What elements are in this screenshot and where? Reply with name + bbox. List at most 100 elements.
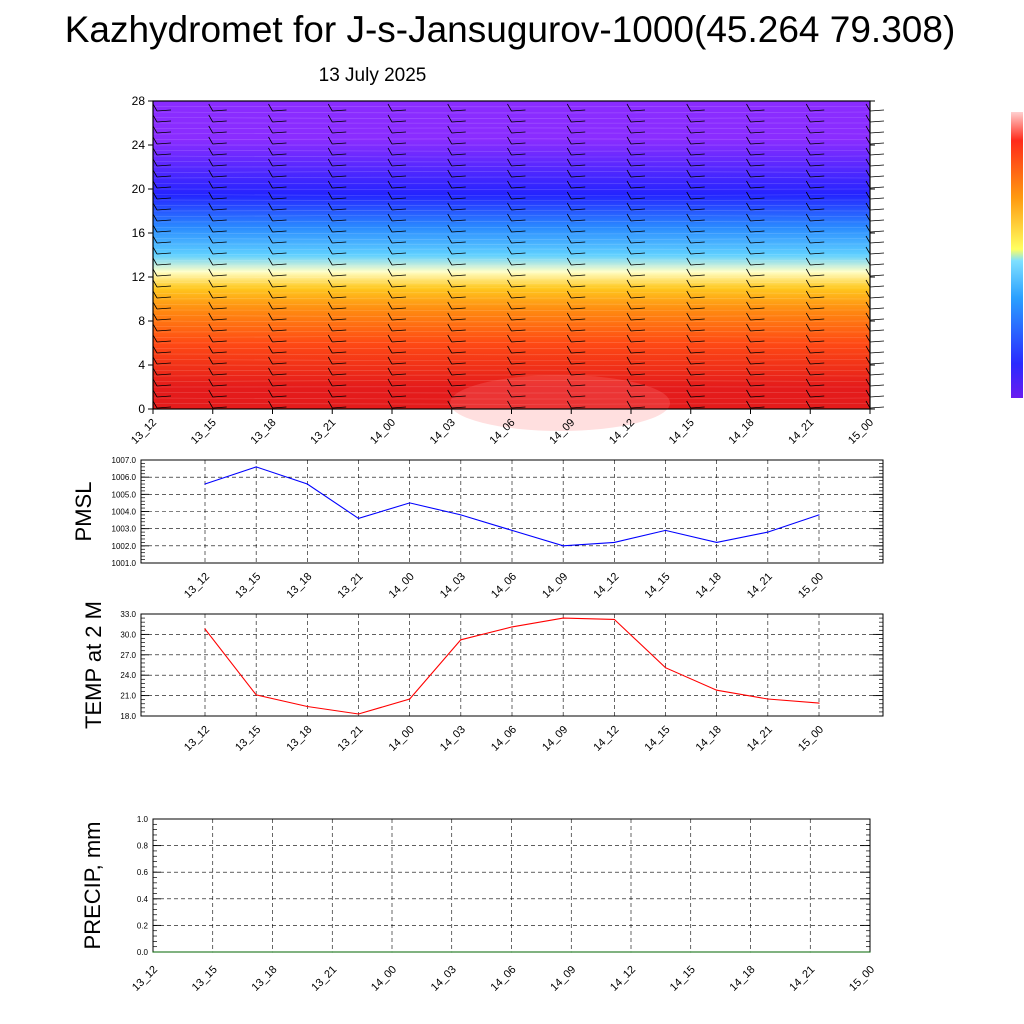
wind-barb — [447, 125, 466, 134]
wind-barb — [626, 290, 646, 299]
wind-barb — [268, 312, 287, 321]
y-tick-label: 21.0 — [120, 692, 136, 701]
wind-barb — [447, 202, 466, 211]
wind-barb — [805, 224, 825, 233]
wind-barb — [268, 114, 287, 123]
wind-barb — [805, 400, 825, 409]
wind-barb — [746, 356, 765, 365]
contour-line — [152, 282, 871, 284]
x-tick-label: 13_18 — [250, 964, 280, 994]
wind-barb — [507, 268, 526, 277]
data-point — [664, 667, 667, 669]
wind-barb — [387, 356, 407, 365]
data-point — [562, 617, 564, 619]
wind-barb — [626, 323, 646, 332]
wind-barb — [327, 334, 347, 343]
wind-barb — [447, 246, 466, 255]
wind-barb — [805, 389, 825, 398]
wind-barb — [626, 224, 646, 233]
wind-barb — [626, 345, 646, 354]
wind-barb — [626, 268, 646, 277]
wind-barb — [746, 114, 765, 123]
wind-barb — [566, 301, 586, 310]
wind-barb — [327, 290, 347, 299]
wind-barb — [268, 290, 287, 299]
wind-barb — [447, 136, 466, 145]
data-point — [767, 698, 769, 700]
wind-barb — [387, 169, 407, 178]
data-point — [809, 951, 811, 953]
wind-barb — [865, 257, 885, 266]
x-tick-label: 14_09 — [548, 964, 578, 994]
temperature-contour-panel: 0 4 8 12 16 20 24 28 13_12 13_15 13_18 13_21 14_00 14… — [129, 94, 885, 447]
wind-barb — [268, 378, 287, 387]
wind-barb — [507, 279, 526, 288]
wind-barb — [208, 114, 227, 123]
wind-barb — [152, 180, 172, 189]
y-tick-label: 0.8 — [137, 842, 149, 851]
wind-barb — [152, 378, 172, 387]
wind-barb — [686, 180, 705, 189]
wind-barb — [746, 169, 765, 178]
wind-barb — [686, 301, 705, 310]
wind-barb — [746, 257, 765, 266]
wind-barb — [447, 400, 466, 409]
wind-barb — [268, 334, 287, 343]
wind-barb — [327, 158, 347, 167]
wind-barb — [152, 290, 172, 299]
wind-barb — [327, 180, 347, 189]
wind-barb — [865, 400, 885, 409]
wind-barb — [566, 114, 586, 123]
wind-barb — [746, 147, 765, 156]
wind-barb — [746, 301, 765, 310]
wind-barb — [387, 103, 407, 112]
wind-barb — [566, 367, 586, 376]
wind-barb — [152, 367, 172, 376]
wind-barb — [208, 400, 227, 409]
wind-barb — [865, 312, 885, 321]
wind-barb — [507, 224, 526, 233]
y-tick-label: 1001.0 — [112, 559, 137, 568]
contour-line — [152, 331, 871, 333]
contour-line — [152, 336, 871, 338]
wind-barb — [626, 114, 646, 123]
x-tick-label: 14_21 — [786, 417, 816, 447]
wind-barb — [507, 169, 526, 178]
wind-barb — [208, 323, 227, 332]
data-point — [306, 483, 308, 485]
wind-barb — [327, 378, 347, 387]
wind-barb — [507, 136, 526, 145]
wind-barb — [746, 378, 765, 387]
wind-barb — [327, 125, 347, 134]
wind-barb — [152, 301, 172, 310]
contour-line — [152, 403, 871, 405]
wind-barb — [507, 191, 526, 200]
data-point — [818, 514, 820, 516]
wind-barb — [805, 125, 825, 134]
wind-barb — [387, 246, 407, 255]
contour-line — [152, 176, 871, 179]
contour-line — [152, 259, 871, 261]
wind-barb — [805, 213, 825, 222]
wind-barb — [746, 202, 765, 211]
wind-barb — [387, 345, 407, 354]
wind-barb — [626, 400, 646, 409]
contour-line — [152, 132, 871, 135]
contour-line — [152, 380, 871, 382]
data-point — [212, 951, 214, 953]
wind-barb — [865, 268, 885, 277]
wind-barb — [746, 345, 765, 354]
x-tick-label: 13_12 — [182, 724, 212, 754]
wind-barb — [268, 246, 287, 255]
wind-barb — [208, 389, 227, 398]
wind-barb — [746, 246, 765, 255]
wind-barb — [626, 312, 646, 321]
wind-barb — [208, 235, 227, 244]
x-tick-label: 14_18 — [728, 964, 758, 994]
contour-line — [152, 221, 871, 223]
wind-barb — [387, 389, 407, 398]
x-tick-label: 14_00 — [387, 571, 417, 601]
wind-barb — [686, 191, 705, 200]
contour-line — [152, 232, 871, 235]
wind-barb — [865, 345, 885, 354]
